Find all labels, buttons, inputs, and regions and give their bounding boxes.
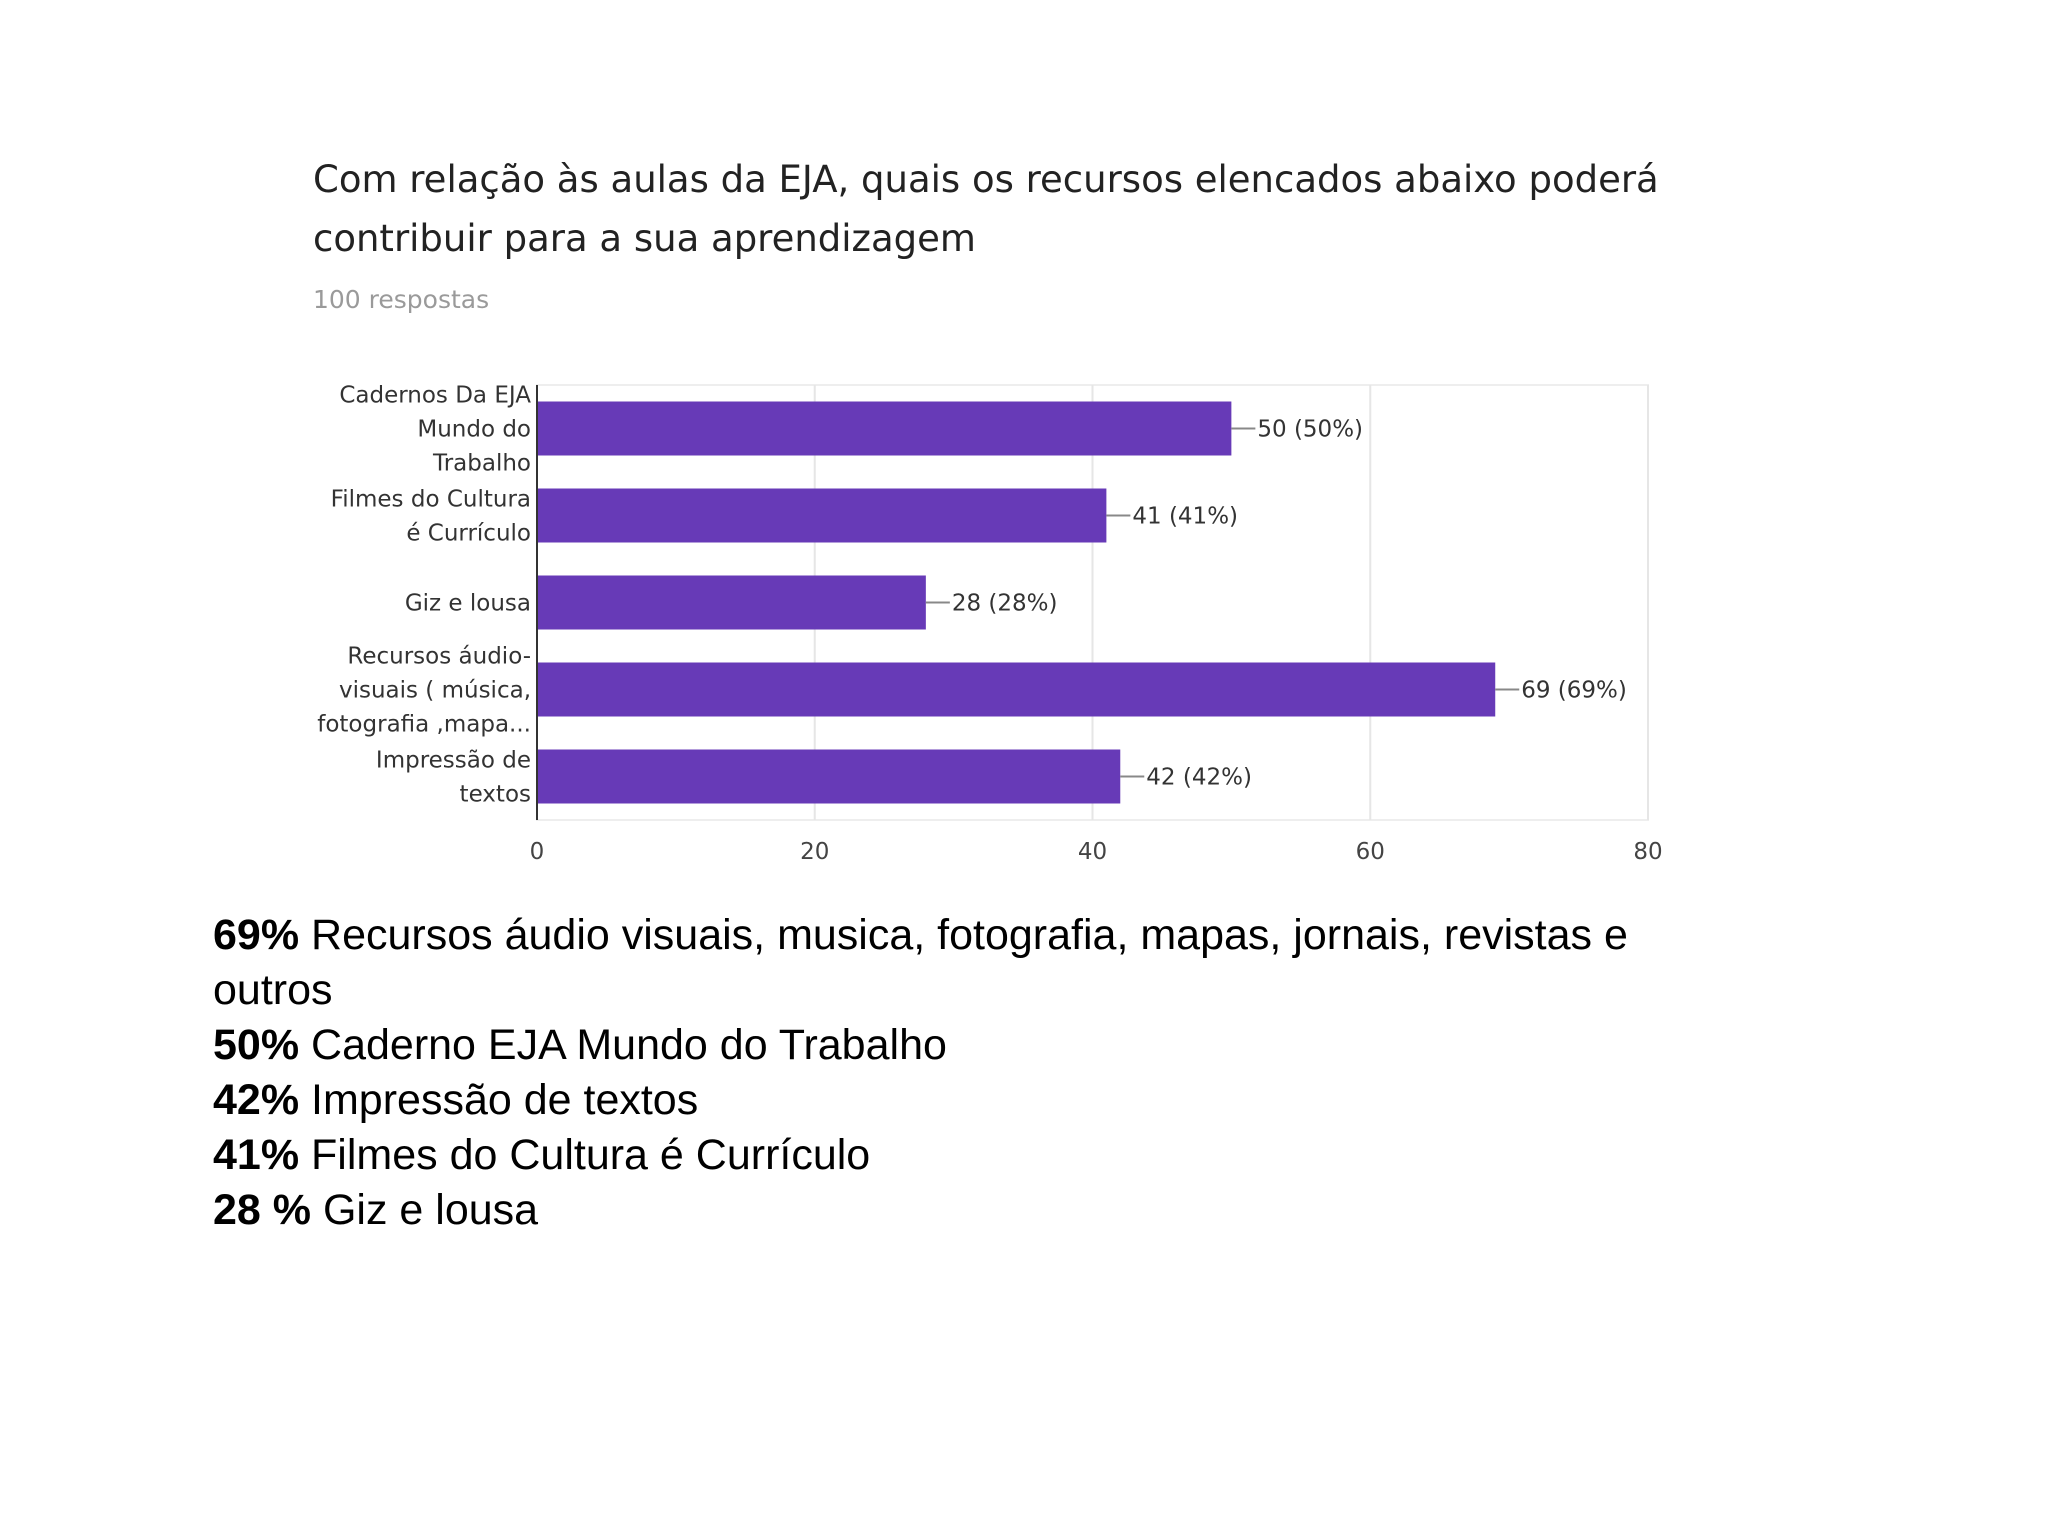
summary-item: 28 % Giz e lousa bbox=[213, 1183, 1713, 1238]
bar-chart: 0 20 40 60 80 50 (50%) Cadernos Da EJA Mundo do… bbox=[317, 383, 1662, 866]
data-label: 41 (41%) bbox=[1132, 504, 1238, 530]
data-label: 50 (50%) bbox=[1257, 417, 1363, 443]
data-label: 28 (28%) bbox=[952, 591, 1058, 617]
category-label: textos bbox=[460, 782, 531, 808]
category-label: Impressão de bbox=[376, 748, 531, 774]
category-label: é Currículo bbox=[406, 521, 531, 547]
bar bbox=[537, 749, 1121, 804]
summary-item: 41% Filmes do Cultura é Currículo bbox=[213, 1128, 1713, 1183]
data-label: 42 (42%) bbox=[1146, 765, 1252, 791]
category-label: Cadernos Da EJA bbox=[339, 383, 531, 409]
summary-pct: 42% bbox=[213, 1076, 300, 1124]
summary-text: Impressão de textos bbox=[299, 1076, 699, 1124]
category-label: Mundo do bbox=[417, 417, 531, 443]
category-label: visuais ( música, bbox=[339, 678, 531, 704]
x-tick-label: 60 bbox=[1356, 839, 1385, 865]
summary-item: 69% Recursos áudio visuais, musica, foto… bbox=[213, 908, 1713, 1018]
bar bbox=[537, 488, 1107, 543]
summary-item: 50% Caderno EJA Mundo do Trabalho bbox=[213, 1018, 1713, 1073]
summary-text: Recursos áudio visuais, musica, fotograf… bbox=[213, 911, 1628, 1014]
summary-item: 42% Impressão de textos bbox=[213, 1073, 1713, 1128]
category-label: Giz e lousa bbox=[405, 591, 531, 617]
category-label: Trabalho bbox=[432, 451, 531, 477]
summary-text: Caderno EJA Mundo do Trabalho bbox=[299, 1021, 947, 1069]
response-count: 100 respostas bbox=[313, 285, 490, 314]
x-tick-label: 80 bbox=[1633, 839, 1662, 865]
summary-text: Filmes do Cultura é Currículo bbox=[299, 1131, 871, 1179]
bar bbox=[537, 662, 1496, 717]
bar bbox=[537, 575, 926, 630]
summary-pct: 69% bbox=[213, 911, 300, 959]
chart-title: Com relação às aulas da EJA, quais os re… bbox=[313, 158, 1659, 260]
data-label: 69 (69%) bbox=[1521, 678, 1627, 704]
summary-pct: 41% bbox=[213, 1131, 300, 1179]
bar bbox=[537, 401, 1232, 456]
summary-pct: 28 % bbox=[213, 1186, 312, 1234]
category-label: Recursos áudio- bbox=[347, 644, 531, 670]
x-tick-label: 40 bbox=[1078, 839, 1107, 865]
summary-list: 69% Recursos áudio visuais, musica, foto… bbox=[213, 908, 1713, 1238]
category-label: fotografia ,mapa... bbox=[317, 712, 531, 738]
x-tick-label: 0 bbox=[530, 839, 545, 865]
category-label: Filmes do Cultura bbox=[331, 487, 531, 513]
summary-pct: 50% bbox=[213, 1021, 300, 1069]
x-tick-label: 20 bbox=[800, 839, 829, 865]
summary-text: Giz e lousa bbox=[311, 1186, 539, 1234]
